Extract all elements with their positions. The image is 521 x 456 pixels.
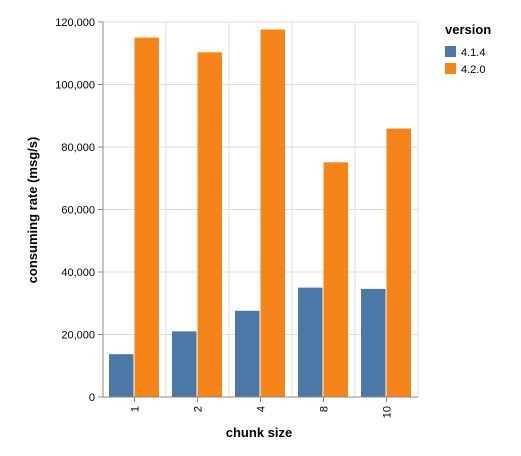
x-tick-label: 2 (193, 406, 205, 412)
y-tick-label: 80,000 (61, 142, 95, 154)
x-tick-label: 4 (256, 406, 268, 412)
legend-label: 4.2.0 (461, 64, 485, 76)
bars (109, 29, 411, 397)
x-tick-label: 8 (319, 406, 331, 412)
bar-4-1-4-2 (172, 331, 197, 397)
y-tick-label: 120,000 (55, 17, 95, 29)
x-axis-ticks: 1 2 4 8 10 (130, 397, 394, 418)
x-tick-label: 1 (130, 406, 142, 412)
y-tick-label: 40,000 (61, 267, 95, 279)
bar-4-1-4-4 (235, 310, 260, 397)
bar-4-2-0-4 (260, 29, 285, 397)
bar-4-2-0-10 (386, 128, 411, 397)
y-axis-ticks: 0 20,000 40,000 60,000 80,000 100,000 120,000 (55, 17, 103, 404)
legend-swatch (445, 63, 456, 74)
bar-4-1-4-8 (298, 287, 323, 397)
bar-4-2-0-2 (197, 52, 222, 397)
bar-4-1-4-1 (109, 354, 134, 397)
legend-label: 4.1.4 (461, 47, 485, 59)
legend-swatch (445, 46, 456, 57)
y-tick-label: 20,000 (61, 330, 95, 342)
y-tick-label: 60,000 (61, 205, 95, 217)
bar-4-2-0-1 (134, 37, 159, 397)
y-tick-label: 0 (89, 392, 95, 404)
y-tick-label: 100,000 (55, 80, 95, 92)
bar-4-2-0-8 (323, 162, 348, 397)
bar-4-1-4-10 (361, 288, 386, 397)
x-tick-label: 10 (382, 406, 394, 418)
legend: version 4.1.4 4.2.0 (445, 22, 491, 76)
legend-title: version (445, 22, 491, 37)
y-axis-title: consuming rate (msg/s) (25, 137, 40, 284)
x-axis-title: chunk size (226, 425, 292, 440)
